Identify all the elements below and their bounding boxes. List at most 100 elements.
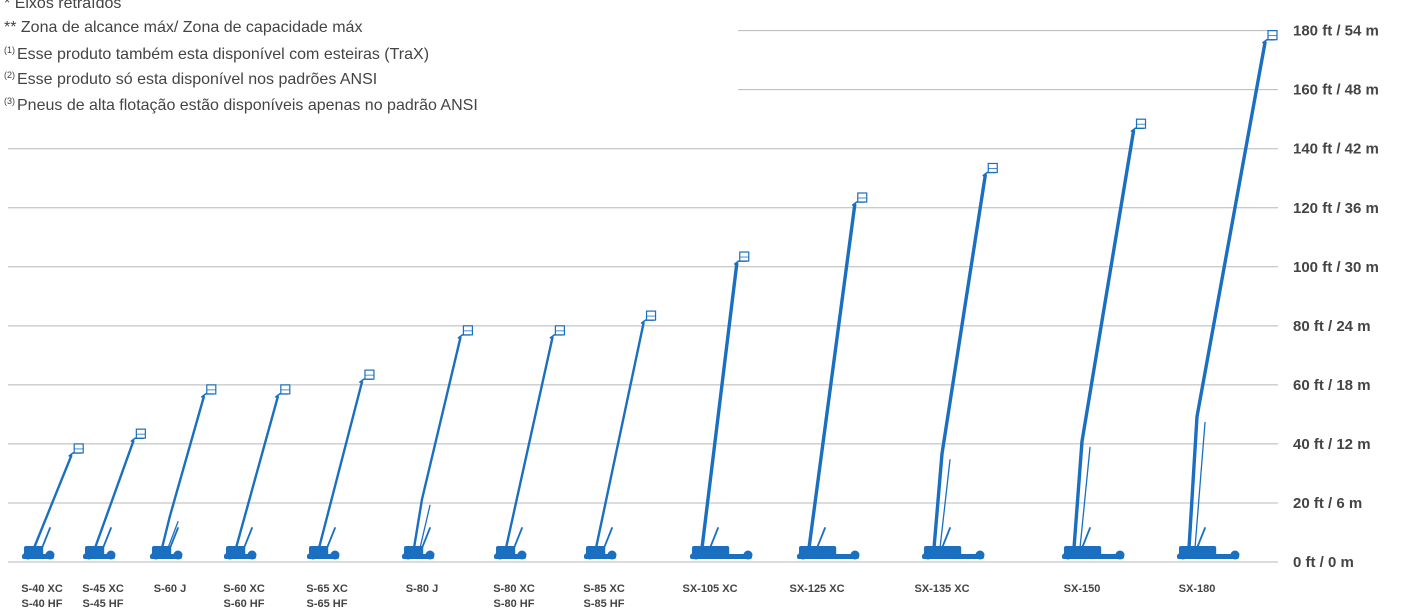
height-label-0ft: 0 ft / 0 m <box>1293 554 1354 571</box>
height-label-40ft: 40 ft / 12 m <box>1293 436 1371 453</box>
model-label: S-45 XC <box>82 583 124 595</box>
boom-lift-s-40-xc <box>22 443 84 560</box>
wheel <box>106 550 116 560</box>
wheel <box>403 550 413 560</box>
lift-cylinder <box>421 527 431 549</box>
height-label-100ft: 100 ft / 30 m <box>1293 259 1379 276</box>
wheel <box>225 550 235 560</box>
boom <box>160 395 205 550</box>
model-label: SX-125 XC <box>789 583 844 595</box>
height-label-120ft: 120 ft / 36 m <box>1293 200 1379 217</box>
wheel <box>1115 550 1125 560</box>
model-labels: S-40 XC S-40 HF S-45 XC S-45 HF S-60 J S-60 X… <box>21 583 1215 610</box>
chassis-base <box>690 554 752 559</box>
model-label: S-80 J <box>406 583 438 595</box>
model-label: S-65 HF <box>307 598 348 610</box>
model-label: SX-150 <box>1064 583 1101 595</box>
height-label-180ft: 180 ft / 54 m <box>1293 23 1379 40</box>
lift-cylinder <box>102 527 112 549</box>
height-labels: 0 ft / 0 m 20 ft / 6 m 40 ft / 12 m 60 ft /… <box>1293 23 1379 571</box>
boom <box>594 321 645 550</box>
jib-support <box>167 521 179 549</box>
model-label: S-45 HF <box>83 598 124 610</box>
footnote-2: ** Zona de alcance máx/ Zona de capacida… <box>4 19 363 36</box>
wheel <box>1063 550 1073 560</box>
platform-basket <box>206 384 217 395</box>
chassis-base <box>922 554 984 559</box>
lift-cylinder <box>513 527 523 549</box>
boom <box>1072 129 1136 550</box>
lift-cylinder <box>1196 527 1206 549</box>
chassis-base <box>797 554 859 559</box>
boom <box>93 439 135 550</box>
platform-basket <box>1267 30 1278 41</box>
wheel <box>798 550 808 560</box>
height-label-140ft: 140 ft / 42 m <box>1293 141 1379 158</box>
platform-basket <box>987 162 998 174</box>
boom-lift-s-80-j <box>402 325 473 560</box>
wheel <box>585 550 595 560</box>
jib-support <box>939 459 951 549</box>
model-label: SX-180 <box>1179 583 1216 595</box>
boom-lift-sx-125-xc <box>797 192 868 560</box>
height-label-80ft: 80 ft / 24 m <box>1293 318 1371 335</box>
wheel <box>1230 550 1240 560</box>
model-label: S-85 XC <box>583 583 625 595</box>
model-label: S-40 HF <box>22 598 63 610</box>
model-label: SX-105 XC <box>682 583 737 595</box>
footnote-1: * Eixos retraídos <box>4 0 122 12</box>
boom-lift-sx-135-xc <box>922 162 998 560</box>
model-label: S-85 HF <box>584 598 625 610</box>
model-label: SX-135 XC <box>914 583 969 595</box>
boom-lift-sx-150 <box>1062 118 1147 560</box>
platform-basket <box>739 251 750 262</box>
wheel <box>517 550 527 560</box>
boom <box>234 395 279 550</box>
wheel <box>330 550 340 560</box>
wheel <box>850 550 860 560</box>
boom-lift-s-85-xc <box>584 310 657 560</box>
lift-cylinder <box>169 527 179 549</box>
height-label-60ft: 60 ft / 18 m <box>1293 377 1371 394</box>
platform-basket <box>857 192 868 203</box>
wheel <box>45 550 55 560</box>
model-label: S-60 HF <box>224 598 265 610</box>
wheel <box>975 550 985 560</box>
platform-basket <box>135 428 146 439</box>
lift-cylinder <box>1081 527 1091 549</box>
height-label-20ft: 20 ft / 6 m <box>1293 495 1362 512</box>
wheel <box>691 550 701 560</box>
boom <box>1187 40 1267 550</box>
model-label: S-60 J <box>154 583 186 595</box>
wheel <box>743 550 753 560</box>
platform-basket <box>280 384 291 395</box>
model-label: S-65 XC <box>306 583 348 595</box>
wheel <box>425 550 435 560</box>
boom-lift-s-60-xc <box>224 384 291 560</box>
boom-lifts <box>22 30 1278 560</box>
lift-cylinder <box>41 527 51 549</box>
wheel <box>173 550 183 560</box>
platform-basket <box>554 325 566 336</box>
grid-lines <box>8 30 1278 563</box>
lift-cylinder <box>603 527 613 549</box>
jib-support <box>419 504 431 549</box>
footnote-3: (1) Esse produto também esta disponível c… <box>4 45 430 63</box>
boom <box>932 173 987 550</box>
footnote-4: (2) Esse produto só esta disponível nos p… <box>4 70 378 88</box>
boom-lift-s-65-xc <box>307 369 375 560</box>
boom-lift-s-80-xc <box>494 325 566 560</box>
boom <box>32 454 73 550</box>
jib-support <box>1079 446 1091 549</box>
lift-cylinder <box>326 527 336 549</box>
lift-cylinder <box>816 527 826 549</box>
wheel <box>607 550 617 560</box>
boom <box>504 336 554 550</box>
model-label: S-80 XC <box>493 583 535 595</box>
platform-basket <box>364 369 375 380</box>
boom <box>700 262 739 550</box>
boom-lift-s-60-j <box>150 384 217 560</box>
chassis-base <box>1177 554 1239 559</box>
boom <box>807 203 857 550</box>
